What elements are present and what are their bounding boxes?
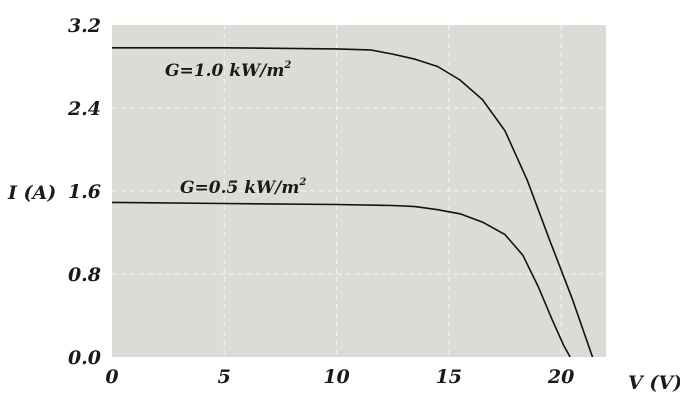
x-tick-label-4: 20 (547, 366, 574, 388)
y-tick-label-3: 2.4 (67, 98, 101, 120)
series-line-1 (111, 201, 571, 358)
grid-lines (112, 25, 606, 357)
x-tick-label-3: 15 (436, 366, 462, 388)
y-axis-ticks: 0.0 0.8 1.6 2.4 3.2 (67, 15, 101, 369)
y-tick-label-1: 0.8 (68, 264, 101, 286)
series-label-high-sup: 2 (283, 60, 291, 71)
series-label-low-sup: 2 (298, 177, 306, 188)
y-axis-label: I (A) (7, 182, 56, 204)
x-axis-ticks: 0 5 10 15 20 (105, 366, 574, 388)
series-line-0 (112, 46, 594, 358)
series-label-high-text: G=1.0 kW/m (165, 61, 284, 81)
series-label-low: G=0.5 kW/m2 (180, 177, 306, 198)
x-tick-label-2: 10 (323, 366, 349, 388)
x-tick-label-0: 0 (105, 366, 118, 388)
y-tick-label-4: 3.2 (68, 15, 101, 37)
x-axis-label: V (V) (628, 372, 680, 394)
y-tick-label-0: 0.0 (68, 347, 101, 369)
series-label-high: G=1.0 kW/m2 (165, 60, 291, 81)
x-tick-label-1: 5 (218, 366, 231, 388)
y-tick-label-2: 1.6 (68, 181, 101, 203)
series-label-low-text: G=0.5 kW/m (180, 178, 299, 198)
series-group (111, 46, 594, 358)
